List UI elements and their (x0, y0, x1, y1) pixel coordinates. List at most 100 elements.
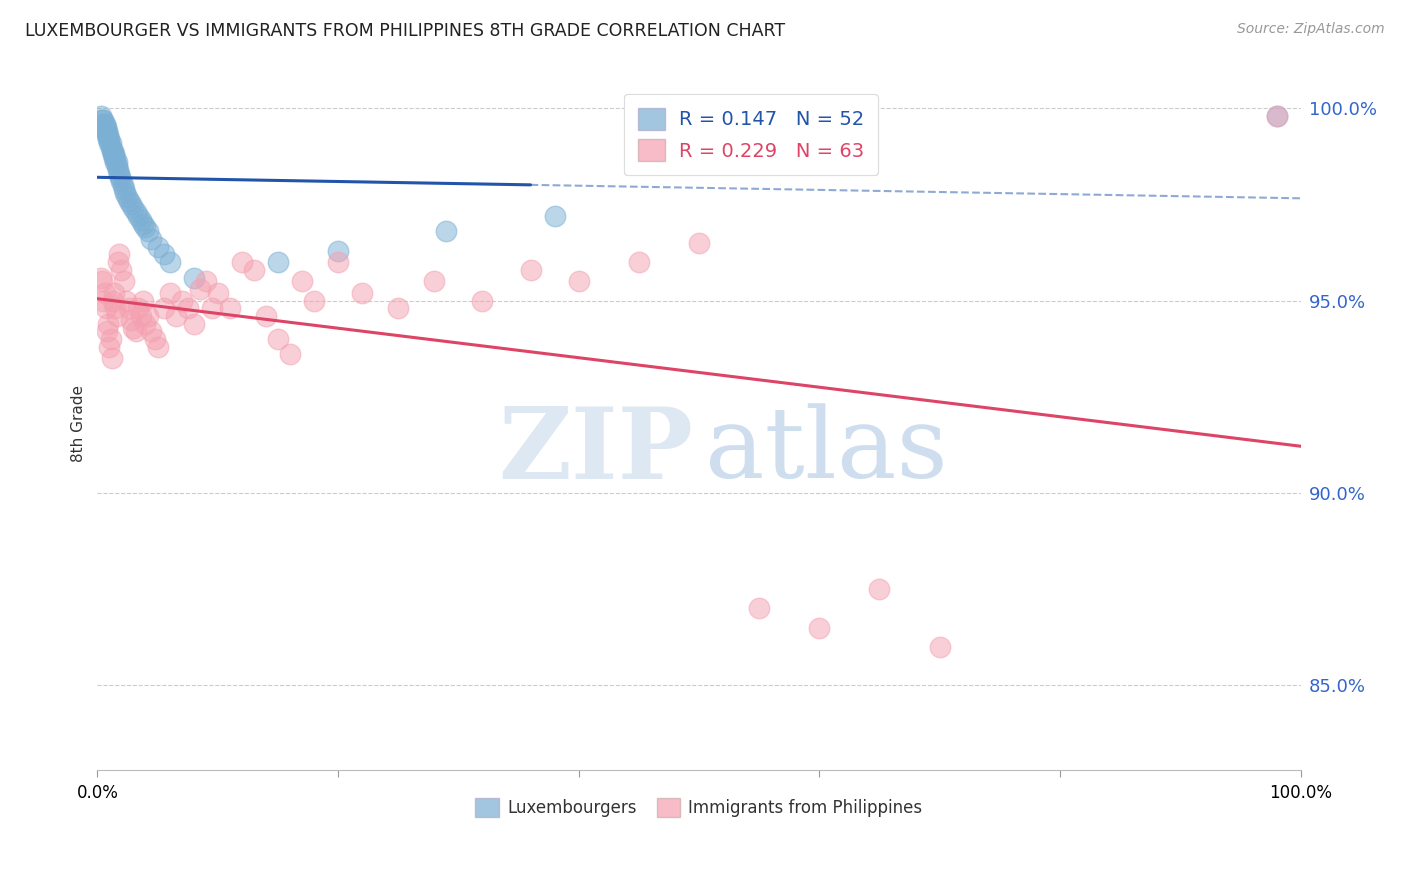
Point (91, 274, 114, 288)
Point (141, 232, 163, 246)
Point (183, 317, 205, 331)
Point (96, 324, 118, 338)
Point (218, 301, 240, 316)
Point (117, 301, 139, 316)
Y-axis label: 8th Grade: 8th Grade (72, 385, 86, 462)
Point (302, 293, 325, 308)
Point (471, 293, 494, 308)
Point (201, 301, 224, 316)
Point (1265, 109, 1288, 123)
Point (93, 117, 115, 131)
Point (1265, 109, 1288, 123)
Point (115, 293, 138, 308)
Point (129, 212, 152, 227)
Point (104, 151, 127, 165)
Point (103, 147, 125, 161)
Point (98, 132, 121, 146)
Point (108, 247, 131, 261)
Point (117, 194, 139, 208)
Point (100, 136, 122, 150)
Point (94, 120, 117, 135)
Point (93, 112, 115, 127)
Point (352, 285, 374, 300)
Point (183, 270, 205, 285)
Point (94, 301, 117, 316)
Point (869, 582, 891, 596)
Point (291, 274, 314, 288)
Point (100, 332, 122, 346)
Point (129, 309, 152, 323)
Point (108, 167, 131, 181)
Point (627, 255, 650, 269)
Point (103, 151, 125, 165)
Point (96, 124, 118, 138)
Point (267, 332, 290, 346)
Point (105, 159, 128, 173)
Point (136, 224, 159, 238)
Point (122, 201, 145, 215)
Point (165, 309, 187, 323)
Point (90, 109, 112, 123)
Point (104, 301, 127, 316)
Point (110, 262, 132, 277)
Point (568, 274, 591, 288)
Point (98, 136, 121, 150)
Point (101, 351, 124, 366)
Legend: Luxembourgers, Immigrants from Philippines: Luxembourgers, Immigrants from Philippin… (468, 791, 929, 824)
Point (101, 144, 124, 158)
Point (748, 601, 770, 615)
Point (188, 282, 211, 296)
Point (101, 147, 124, 161)
Text: Source: ZipAtlas.com: Source: ZipAtlas.com (1237, 22, 1385, 37)
Point (127, 209, 149, 223)
Point (928, 640, 950, 654)
Point (114, 186, 136, 200)
Point (254, 309, 277, 323)
Point (143, 332, 166, 346)
Point (132, 217, 155, 231)
Point (267, 255, 290, 269)
Point (93, 120, 115, 135)
Point (117, 190, 139, 204)
Point (194, 274, 217, 288)
Point (423, 274, 446, 288)
Point (101, 293, 124, 308)
Point (91, 112, 114, 127)
Point (96, 128, 118, 143)
Point (387, 301, 409, 316)
Point (122, 320, 145, 334)
Point (125, 205, 148, 219)
Point (120, 313, 142, 327)
Point (152, 247, 174, 261)
Point (146, 340, 169, 354)
Point (125, 324, 148, 338)
Point (170, 293, 193, 308)
Point (100, 139, 122, 153)
Text: LUXEMBOURGER VS IMMIGRANTS FROM PHILIPPINES 8TH GRADE CORRELATION CHART: LUXEMBOURGER VS IMMIGRANTS FROM PHILIPPI… (25, 22, 786, 40)
Point (104, 155, 127, 169)
Point (97, 132, 120, 146)
Point (134, 220, 156, 235)
Point (101, 144, 124, 158)
Point (434, 224, 457, 238)
Point (278, 347, 301, 361)
Point (110, 174, 132, 188)
Point (97, 317, 120, 331)
Point (105, 155, 128, 169)
Point (93, 293, 115, 308)
Point (136, 309, 159, 323)
Point (159, 255, 181, 269)
Point (111, 178, 134, 193)
Point (134, 317, 156, 331)
Point (231, 255, 253, 269)
Point (98, 340, 121, 354)
Point (132, 293, 155, 308)
Point (808, 621, 831, 635)
Point (120, 197, 142, 211)
Point (97, 128, 120, 143)
Point (688, 235, 710, 250)
Point (103, 285, 125, 300)
Point (146, 240, 169, 254)
Point (107, 162, 129, 177)
Point (152, 301, 174, 316)
